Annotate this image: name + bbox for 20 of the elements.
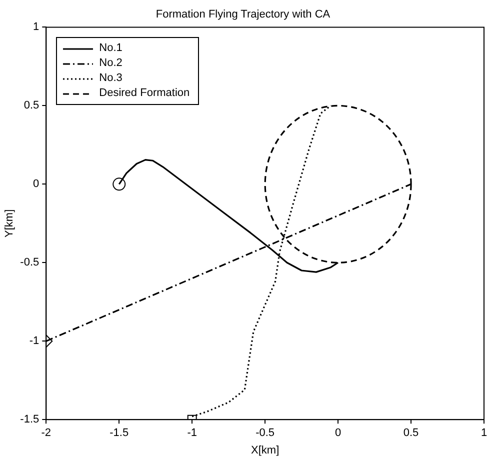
x-tick-label: 0.5 <box>403 427 419 440</box>
x-tick-label: -1 <box>187 427 197 440</box>
x-tick-label: -1.5 <box>110 427 129 440</box>
legend-label: No.2 <box>99 56 122 72</box>
annotation: Desired Formation <box>99 86 190 102</box>
y-tick-label: -1 <box>29 335 40 348</box>
x-tick-label: -0.5 <box>256 427 275 440</box>
x-tick-label: 0 <box>334 427 342 440</box>
chart-title: Formation Flying Trajectory with CA <box>156 8 331 21</box>
legend-label: No.1 <box>99 41 122 56</box>
y-tick-label: 0.5 <box>24 100 40 112</box>
y-tick-label: -1.5 <box>20 414 40 426</box>
x-tick-label: 1 <box>480 427 488 440</box>
x-tick-label: -2 <box>41 427 52 440</box>
y-tick-label: 1 <box>33 21 40 34</box>
y-axis-title: Y[km] <box>4 209 16 238</box>
y-tick-label: -0.5 <box>20 256 40 269</box>
y-tick-label: 0 <box>33 178 40 190</box>
x-axis-title: X[km] <box>251 444 280 456</box>
legend-label: No.3 <box>99 71 122 86</box>
